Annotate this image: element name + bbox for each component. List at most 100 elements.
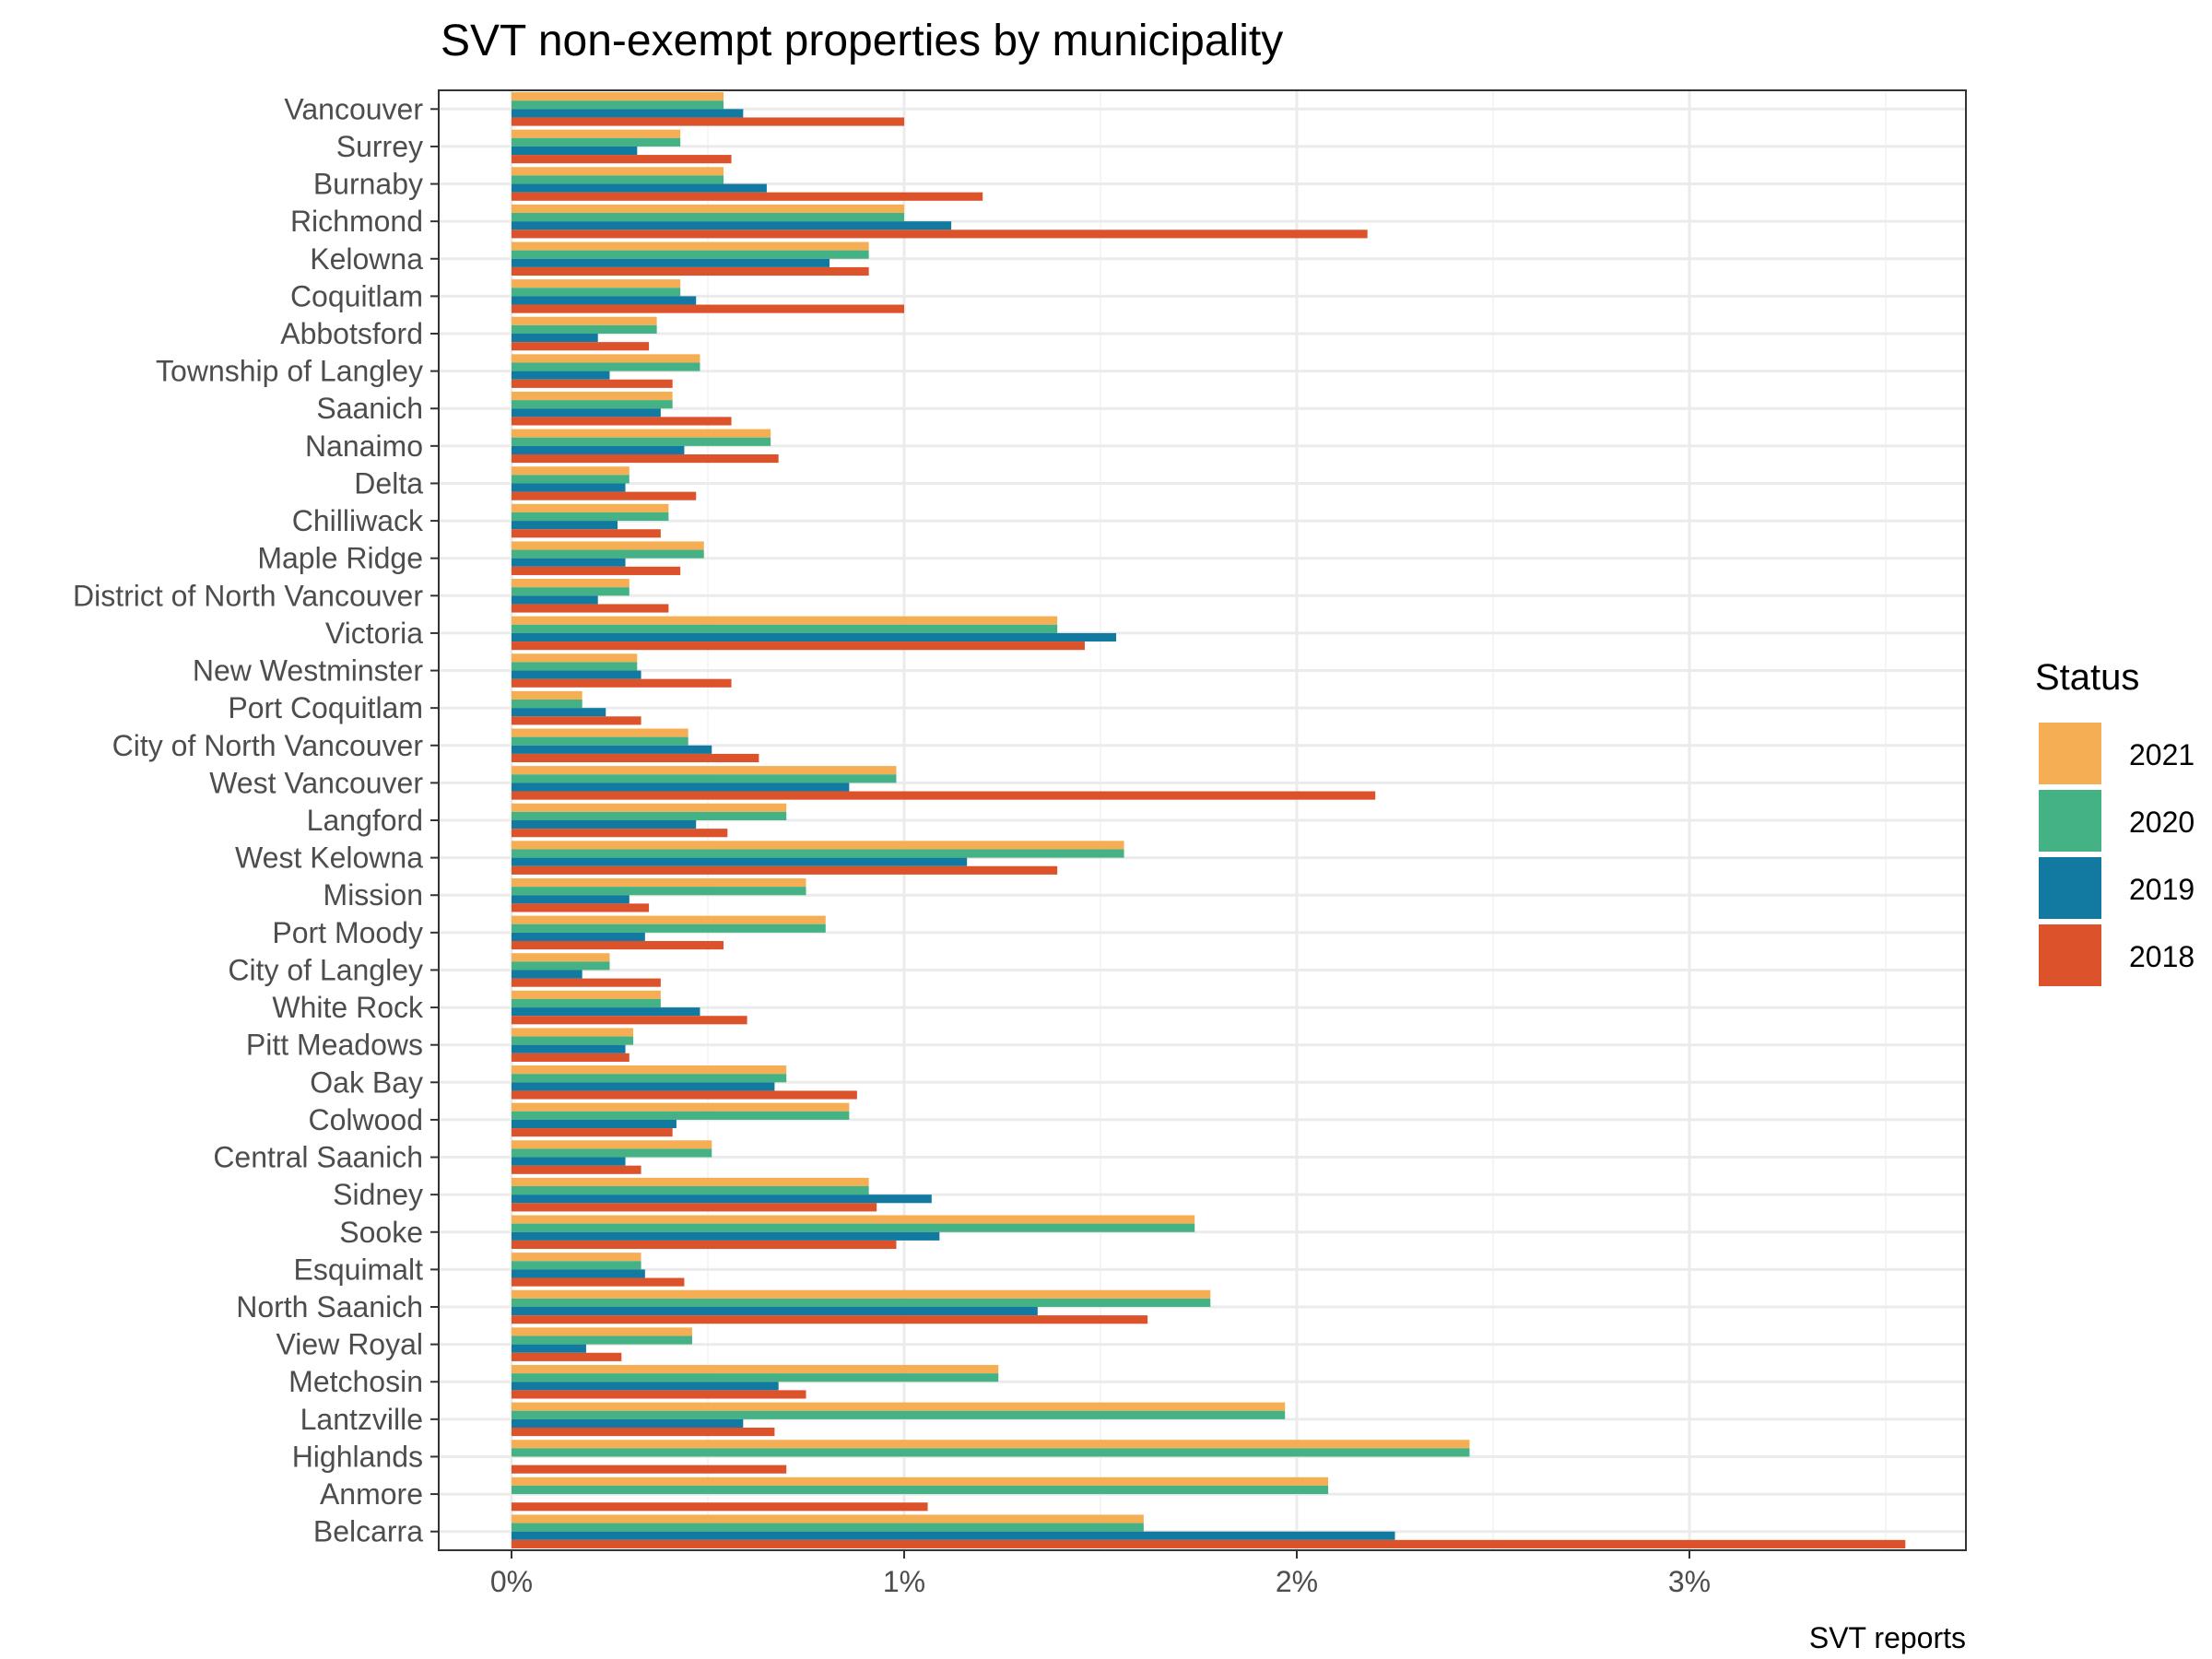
bar [512,109,744,118]
bar [512,1327,692,1336]
bar [512,129,681,138]
bar [512,1465,787,1474]
bar [512,624,1058,633]
legend-label: 2021 [2129,738,2194,771]
bar [512,1186,869,1195]
bar [512,296,697,305]
y-tick-label: Vancouver [284,92,423,125]
bars [512,92,1906,1548]
y-tick-label: Metchosin [288,1365,423,1398]
bar [512,1485,1329,1495]
legend-label: 2019 [2129,873,2194,906]
bar [512,1335,692,1345]
x-tick-label: 3% [1668,1565,1711,1598]
bar [512,708,606,717]
bar [512,915,826,924]
bar [512,100,724,110]
bar [512,678,732,688]
bar [512,1215,1195,1224]
bar [512,903,650,912]
bar [512,604,669,613]
bar [512,362,700,371]
bar [512,1261,641,1270]
bar [512,354,700,363]
bar [512,728,688,737]
bar [512,1053,629,1062]
y-tick-label: Victoria [325,617,423,650]
bar [512,437,771,446]
bar [512,1390,806,1399]
bar [512,700,582,709]
bar [512,1082,775,1091]
legend: Status 2021 2020 2019 2018 [2035,657,2194,986]
bar [512,670,641,679]
bar [512,1307,1038,1316]
bar [512,1269,645,1278]
bar [512,258,830,267]
y-tick-label: North Saanich [236,1290,423,1324]
bar [512,953,610,962]
x-tick-label: 1% [883,1565,925,1598]
y-tick-label: Kelowna [310,242,423,276]
bar [512,877,806,888]
bar [512,1352,622,1361]
bar [512,690,582,700]
bar [512,1523,1144,1532]
y-tick-label: Sidney [333,1178,423,1211]
bar [512,1090,857,1100]
y-tick-label: View Royal [276,1328,423,1361]
bar [512,774,897,783]
bar [512,400,673,409]
bar [512,334,598,343]
bar [512,753,759,763]
y-tick-label: Delta [354,466,423,500]
bar [512,1364,999,1374]
bar [512,1531,1395,1540]
bar [512,137,681,147]
y-tick-label: West Vancouver [209,766,423,799]
bar [512,736,688,746]
bar [512,970,582,979]
bar [512,1240,897,1250]
bar [512,229,1368,239]
bar [512,1440,1470,1449]
y-tick-label: Township of Langley [156,355,423,388]
bar [512,829,728,838]
bar [512,1514,1144,1524]
bar [512,316,657,325]
bar [512,1477,1329,1486]
bar [512,1036,634,1045]
legend-swatch [2039,723,2101,784]
bar [512,841,1124,850]
x-axis: 0% 1% 2% 3% [490,1550,1711,1598]
bar [512,221,952,230]
bar [512,342,650,351]
y-tick-label: Nanaimo [305,429,423,463]
bar [512,1148,712,1158]
bar [512,1277,685,1287]
bar [512,466,629,476]
bar [512,167,724,176]
bar [512,213,904,222]
chart-caption: SVT reports [1809,1621,1966,1654]
bar [512,887,806,896]
bar [512,1119,677,1129]
bar [512,791,1376,800]
bar [512,924,826,933]
bar [512,379,673,388]
bar [512,940,724,950]
y-tick-label: Maple Ridge [257,542,423,575]
bar [512,1410,1286,1419]
y-tick-label: Surrey [336,130,423,163]
x-tick-label: 0% [490,1565,533,1598]
bar [512,1165,641,1174]
bar [512,961,610,971]
bar [512,192,983,201]
y-tick-label: Abbotsford [280,317,423,350]
bar [512,324,657,334]
bar [512,579,629,588]
bar [512,558,626,567]
y-tick-label: White Rock [272,991,424,1024]
bar [512,1044,626,1053]
bar [512,745,712,754]
